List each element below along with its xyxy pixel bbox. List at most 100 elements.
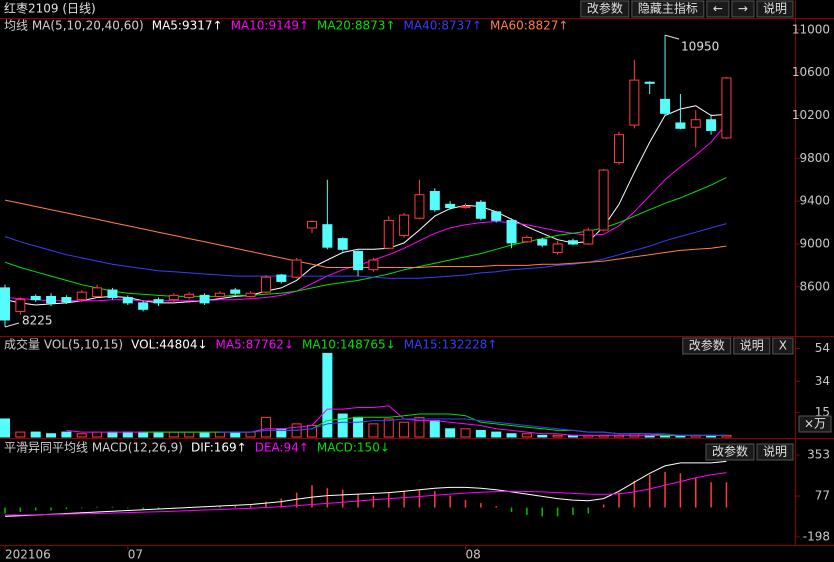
candle-body (414, 194, 425, 219)
volume-bar (107, 431, 118, 438)
legend-item: MA10:148765↓ (302, 338, 396, 352)
legend-item: MA5:87762↓ (216, 338, 294, 352)
button[interactable] (756, 0, 794, 18)
button-label[interactable]: → (738, 2, 748, 16)
y-tick-label: 54 (815, 341, 830, 355)
volume-bar (322, 352, 333, 438)
indicator-line (4, 199, 727, 268)
candle-body (644, 81, 655, 84)
volume-bar (353, 416, 364, 438)
candle-body (122, 297, 133, 304)
candle-body (230, 289, 241, 294)
button[interactable] (733, 337, 771, 355)
volume-bar (199, 431, 210, 438)
candle-body (567, 240, 578, 245)
candle-body (214, 292, 225, 297)
legend-item: MACD:150↓ (317, 441, 390, 455)
candle-body (260, 276, 271, 293)
button-label[interactable]: 说明 (763, 1, 787, 16)
candle-body (92, 287, 103, 297)
candle-body (276, 274, 287, 282)
volume-bar (230, 431, 241, 438)
volume-bar (92, 431, 103, 438)
volume-bar (337, 413, 348, 438)
button[interactable] (631, 0, 705, 18)
y-tick-label: -198 (803, 529, 830, 543)
candle-body (429, 190, 440, 211)
candle-body (337, 238, 348, 250)
button-label[interactable]: 隐藏主指标 (638, 1, 698, 16)
legend-item: MA10:9149↑ (231, 19, 309, 33)
volume-bar (122, 431, 133, 438)
candle-body (322, 224, 333, 248)
button-label[interactable]: X (779, 339, 787, 353)
button-label[interactable]: 改参数 (587, 1, 623, 16)
volume-bar (61, 431, 72, 438)
candle-body (138, 302, 149, 310)
candle-body (475, 201, 486, 219)
unit-label: ×万 (804, 417, 826, 431)
candle-body (307, 220, 317, 229)
candle-body (706, 119, 717, 131)
candle-body (583, 229, 594, 245)
legend-item: MA40:8737↑ (404, 19, 482, 33)
candle-body (46, 295, 57, 304)
button-label[interactable]: 改参数 (712, 444, 748, 459)
legend-item: DEA:94↑ (255, 441, 309, 455)
candle-body (399, 214, 410, 236)
y-tick-label: 77 (815, 489, 830, 503)
candle-body (245, 292, 256, 297)
candle-body (353, 250, 364, 271)
button[interactable] (731, 0, 755, 18)
candle-body (15, 299, 26, 312)
volume-bar (521, 433, 532, 438)
button[interactable] (580, 0, 630, 18)
candle-body (614, 134, 624, 164)
legend-item: MA15:132228↑ (404, 338, 498, 352)
x-tick-label: 08 (466, 548, 481, 562)
candle-body (460, 205, 471, 209)
volume-bar (399, 421, 410, 438)
volume-bar (721, 434, 732, 438)
volume-bar (475, 429, 486, 438)
indicator-line (4, 460, 727, 517)
legend-item: 平滑异同平均线 MACD(12,26,9) (4, 441, 183, 455)
button-label[interactable]: 说明 (740, 338, 764, 353)
y-tick-label: 353 (807, 448, 830, 462)
candle-body (199, 294, 210, 304)
indicator-line (219, 418, 727, 436)
annotation-leader (664, 34, 680, 40)
volume-bar (260, 416, 271, 438)
button[interactable] (706, 0, 730, 18)
button[interactable] (682, 337, 732, 355)
button-label[interactable]: 改参数 (689, 338, 725, 353)
legend-item: 成交量 VOL(5,10,15) (4, 337, 123, 352)
candle-body (675, 122, 686, 129)
volume-bar (153, 431, 164, 438)
volume-bar (76, 433, 87, 438)
indicator-line (4, 223, 727, 279)
candle-body (690, 119, 701, 128)
candle-body (76, 291, 87, 301)
volume-bar (15, 431, 26, 438)
unit-box (798, 415, 832, 433)
button[interactable] (772, 337, 794, 355)
candle-body (107, 289, 118, 299)
volume-bar (414, 416, 425, 438)
y-tick-label: 9000 (799, 236, 830, 250)
volume-bar (537, 434, 548, 438)
volume-bar (491, 431, 502, 438)
button-label[interactable]: 说明 (763, 444, 787, 459)
button[interactable] (756, 443, 794, 461)
candle-body (537, 239, 548, 246)
button[interactable] (705, 443, 755, 461)
candle-body (629, 79, 640, 126)
y-tick-label: 9400 (799, 194, 830, 208)
annotation-label: 10950 (681, 40, 719, 54)
button-label[interactable]: ← (713, 2, 723, 16)
volume-bar (429, 420, 440, 438)
volume-bar (368, 423, 379, 438)
candle-body (184, 293, 195, 299)
